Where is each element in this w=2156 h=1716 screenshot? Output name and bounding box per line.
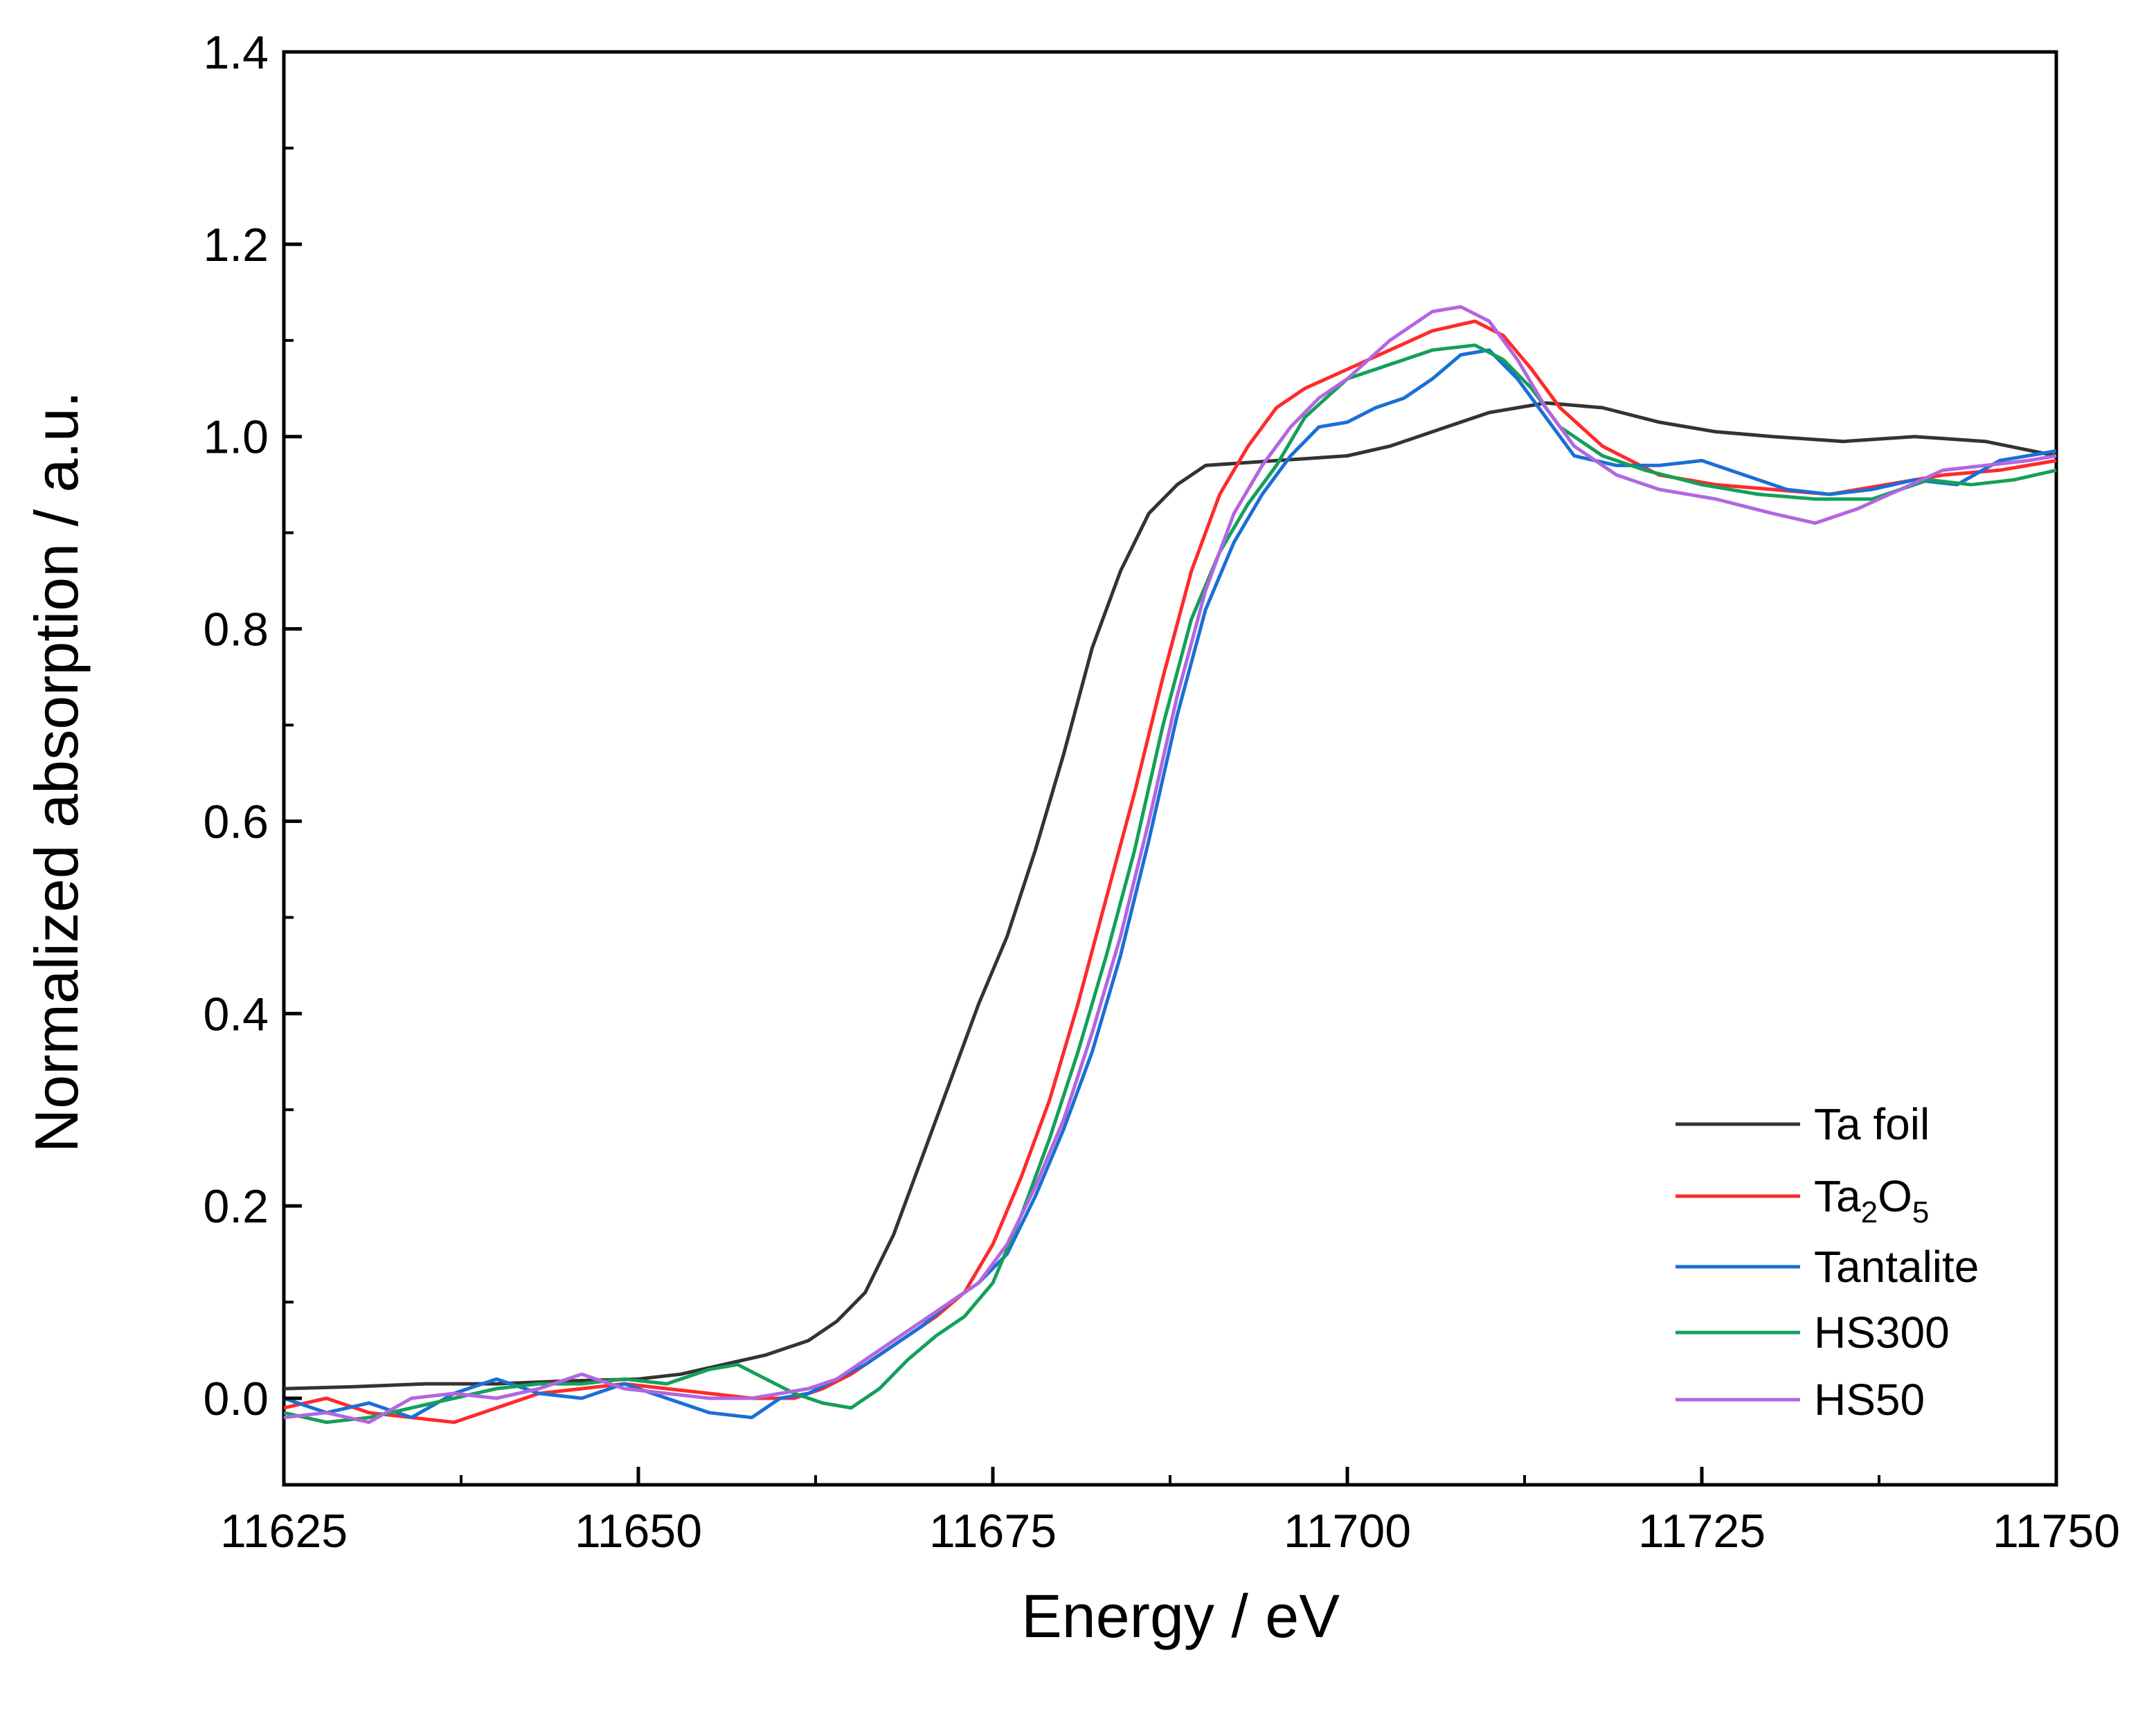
legend-label-hs50: HS50 <box>1814 1375 1925 1425</box>
series-line-hs300 <box>283 343 2057 1425</box>
x-tick-label: 11650 <box>575 1505 702 1557</box>
legend-item-hs50: HS50 <box>1676 1375 1925 1425</box>
x-tick-label: 11725 <box>1638 1505 1766 1557</box>
y-tick-label: 0.8 <box>203 604 269 656</box>
x-tick-label: 11700 <box>1284 1505 1411 1557</box>
legend: Ta foil Ta2O5 Tantalite HS300 HS50 <box>1676 1099 1979 1425</box>
legend-item-ta-foil: Ta foil <box>1676 1099 1930 1149</box>
series-line-ta-foil <box>283 401 2057 1391</box>
y-tick-label: 1.4 <box>203 26 269 79</box>
series-lines <box>283 305 2057 1425</box>
y-axis-ticks: 0.0 0.2 0.4 0.6 0.8 1.0 1.2 1.4 <box>203 26 302 1425</box>
plot-frame <box>282 50 2058 1487</box>
x-axis-title: Energy / eV <box>1021 1582 1340 1650</box>
plot-frame-border <box>282 50 2058 1487</box>
y-tick-label: 1.0 <box>203 411 269 464</box>
y-axis-title: Normalized absorption / a.u. <box>22 391 91 1153</box>
series-line-tantalite <box>283 348 2057 1420</box>
legend-item-tantalite: Tantalite <box>1676 1242 1979 1292</box>
y-tick-label: 0.2 <box>203 1180 269 1233</box>
legend-label-ta2o5: Ta2O5 <box>1814 1171 1929 1229</box>
x-tick-label: 11675 <box>929 1505 1057 1557</box>
legend-label-hs300: HS300 <box>1814 1308 1950 1357</box>
legend-label-ta-foil: Ta foil <box>1814 1099 1930 1149</box>
y-tick-label: 0.0 <box>203 1373 269 1425</box>
legend-label-tantalite: Tantalite <box>1814 1242 1979 1292</box>
y-tick-label: 1.2 <box>203 219 269 271</box>
y-tick-label: 0.6 <box>203 795 269 848</box>
x-axis-ticks: 11625 11650 11675 11700 11725 11750 <box>220 1467 2120 1557</box>
x-tick-label: 11750 <box>1993 1505 2120 1557</box>
legend-item-hs300: HS300 <box>1676 1308 1950 1357</box>
x-tick-label: 11625 <box>220 1505 348 1557</box>
y-tick-label: 0.4 <box>203 988 269 1040</box>
legend-item-ta2o5: Ta2O5 <box>1676 1171 1929 1229</box>
series-line-hs50 <box>283 305 2057 1425</box>
series-line-ta2o5 <box>283 319 2057 1425</box>
